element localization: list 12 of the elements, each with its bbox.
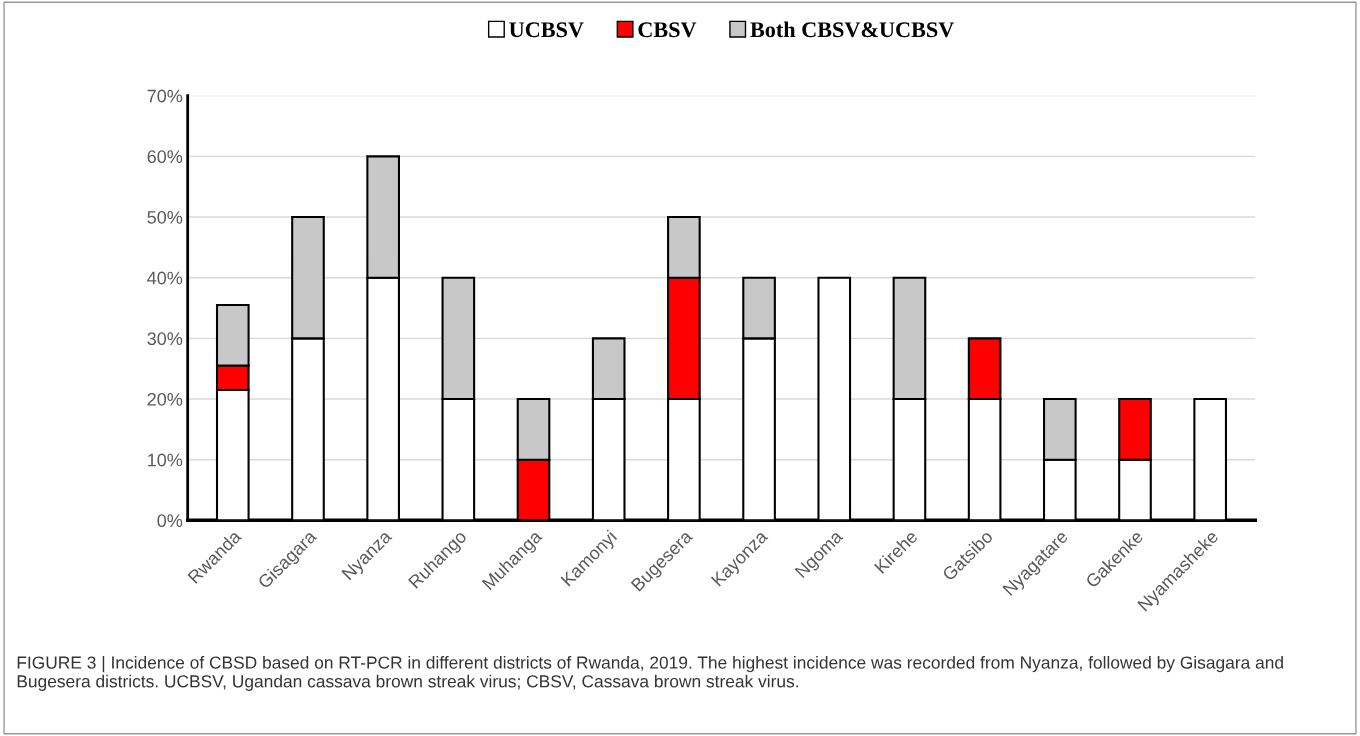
legend-label: Both CBSV&UCBSV (750, 21, 955, 38)
y-tick-label: 70% (147, 89, 183, 103)
y-tick-label: 20% (147, 392, 183, 406)
y-tick-label: 10% (148, 453, 183, 467)
y-tick-label: 60% (147, 150, 183, 164)
y-tick-label: 50% (147, 210, 183, 224)
y-tick-label: 0% (157, 514, 183, 528)
y-tick-label: 40% (147, 271, 183, 285)
legend-label: UCBSV (509, 22, 584, 38)
legend-label: CBSV (638, 22, 697, 38)
caption: FIGURE 3 | Incidence of CBSD based on RT-PCR in different districts of Rwanda, 2019. The highest incidence was recorded from Nyanza, followed by Gisagara and Bugesera districts. UCBSV, Ugandan cassava brown streak virus; CBSV, Cassava brown streak virus. (17, 655, 1283, 691)
y-tick-label: 30% (147, 332, 183, 346)
